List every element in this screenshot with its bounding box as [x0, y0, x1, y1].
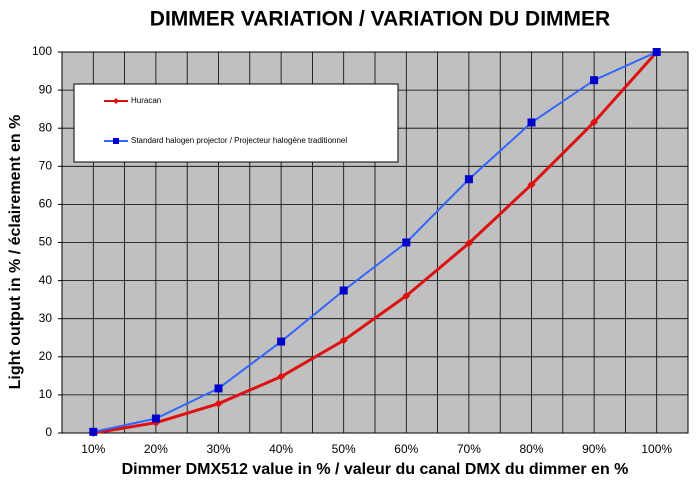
y-tick-label: 40	[39, 273, 53, 287]
data-point	[527, 180, 536, 189]
legend-box	[73, 83, 399, 163]
y-tick-label: 10	[39, 387, 53, 401]
y-tick-label: 70	[39, 158, 53, 172]
data-point	[277, 337, 286, 346]
data-point	[339, 286, 348, 295]
x-tick-label: 100%	[641, 442, 672, 456]
data-point	[464, 239, 473, 248]
legend-label: Standard halogen projector / Projecteur …	[131, 136, 347, 145]
data-point	[339, 336, 348, 345]
x-tick-label: 30%	[206, 442, 230, 456]
x-tick-label: 80%	[519, 442, 543, 456]
y-tick-label: 30	[39, 311, 53, 325]
x-tick-label: 50%	[332, 442, 356, 456]
x-tick-label: 90%	[582, 442, 606, 456]
data-point	[214, 399, 223, 408]
x-tick-label: 70%	[457, 442, 481, 456]
x-tick-label: 40%	[269, 442, 293, 456]
data-point	[277, 372, 286, 381]
x-tick-label: 60%	[394, 442, 418, 456]
y-tick-label: 50	[39, 235, 53, 249]
y-tick-label: 80	[39, 120, 53, 134]
y-tick-label: 60	[39, 197, 53, 211]
data-point	[527, 118, 536, 127]
legend-marker	[113, 138, 119, 144]
x-tick-label: 20%	[144, 442, 168, 456]
data-point	[590, 118, 599, 127]
y-tick-label: 90	[39, 82, 53, 96]
y-tick-label: 0	[45, 425, 52, 439]
data-point	[652, 48, 661, 56]
x-tick-label: 10%	[81, 442, 105, 456]
series-line	[93, 51, 658, 435]
data-point	[402, 291, 411, 300]
y-tick-label: 20	[39, 349, 53, 363]
data-point	[151, 414, 160, 423]
legend-marker	[113, 98, 119, 104]
data-point	[464, 175, 473, 184]
data-point	[402, 238, 411, 247]
data-point	[214, 384, 223, 393]
data-point	[590, 76, 599, 85]
x-axis-label: Dimmer DMX512 value in % / valeur du can…	[122, 461, 629, 478]
series-line	[93, 51, 658, 433]
data-point	[89, 427, 98, 436]
chart-title: DIMMER VARIATION / VARIATION DU DIMMER	[150, 8, 610, 31]
y-tick-label: 100	[32, 44, 52, 58]
y-axis-label: Light output in % / éclairement en %	[7, 115, 24, 390]
legend-label: Huracan	[131, 96, 161, 105]
